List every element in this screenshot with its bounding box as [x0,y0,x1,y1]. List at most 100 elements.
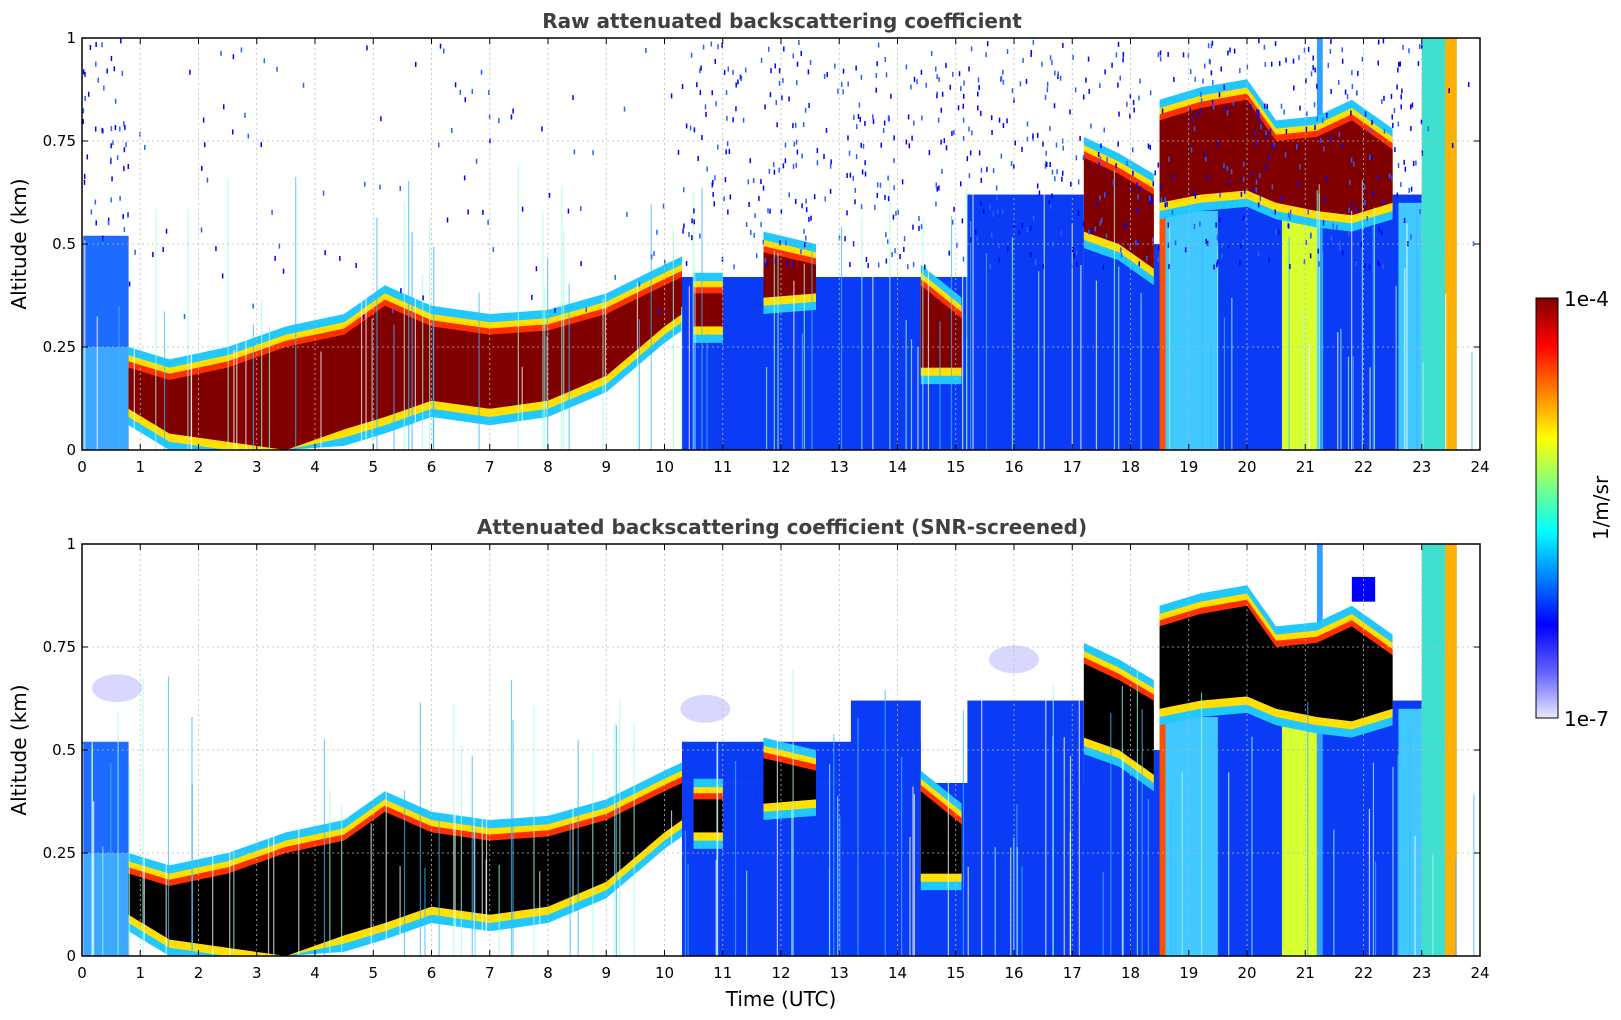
noise-speck [1356,90,1358,96]
noise-speck [1341,47,1344,53]
saturated-layer [693,293,723,327]
noise-speck [953,129,955,135]
noise-speck [1378,227,1380,233]
noise-speck [121,70,124,76]
noise-speck [968,66,970,72]
noise-speck [872,114,874,120]
noise-speck [1021,222,1024,228]
noise-speck [823,153,825,159]
noise-speck [764,257,767,263]
noise-speck [1312,65,1314,71]
noise-speck [1006,48,1009,54]
noise-speck [399,186,401,192]
noise-speck [1232,100,1235,106]
noise-speck [938,76,940,82]
noise-speck [1415,160,1417,166]
streak [422,273,424,450]
noise-speck [1219,217,1221,223]
noise-speck [658,308,660,314]
noise-speck [779,240,781,246]
noise-speck [804,107,807,113]
noise-speck [1085,77,1087,83]
noise-speck [769,92,772,98]
noise-speck [1026,136,1029,142]
noise-speck [732,69,734,75]
noise-speck [1212,79,1214,85]
noise-speck [1032,133,1034,139]
noise-speck [1299,164,1301,170]
noise-speck [1240,243,1242,249]
noise-speck [853,114,855,120]
streak [615,725,618,956]
noise-speck [220,50,222,56]
panel1-x-ticks: 0 1 2 3 4 5 6 7 8 9 10 11 12 13 14 15 16 17 18 19 20 21 22 23 24 [77,38,1490,476]
noise-speck [968,173,971,179]
noise-speck [572,95,574,101]
streak [1011,237,1014,450]
noise-speck [244,112,246,118]
streak [910,339,913,450]
noise-speck [852,175,855,181]
noise-speck [781,95,783,101]
noise-speck [1115,163,1117,169]
noise-speck [1371,119,1373,125]
noise-speck [87,91,90,97]
noise-speck [189,69,191,75]
noise-speck [858,102,861,108]
noise-speck [800,50,803,56]
streak [403,201,405,450]
streak [706,333,708,450]
saturated-layer [128,783,683,956]
noise-speck [901,179,904,185]
noise-speck [1054,176,1056,182]
streak [91,711,93,956]
noise-speck [778,80,781,86]
noise-speck [380,116,382,122]
streak [572,721,574,956]
noise-speck [974,229,977,235]
surface-layer-lower [82,347,129,450]
noise-speck [1378,262,1381,268]
noise-speck [1112,179,1115,185]
noise-speck [1336,224,1338,230]
noise-speck [976,236,979,242]
x-tick-label: 11 [713,458,732,476]
streak [803,263,805,450]
noise-speck [788,192,790,198]
noise-speck [1129,244,1132,250]
streak [972,177,974,450]
noise-speck [125,142,127,148]
noise-speck [911,135,913,141]
noise-speck [989,204,991,210]
noise-speck [1132,147,1134,153]
noise-speck [697,155,699,161]
noise-speck [114,125,117,131]
x-tick-label: 7 [485,964,495,982]
noise-speck [1149,90,1152,96]
noise-speck [1356,206,1359,212]
streak [1069,755,1072,956]
noise-speck [1216,141,1218,147]
streak [93,801,95,956]
streak [734,760,737,956]
noise-speck [918,225,920,231]
noise-speck [770,68,772,74]
noise-speck [1243,161,1245,167]
x-tick-label: 4 [310,964,320,982]
noise-speck [683,187,685,193]
streak [1432,854,1434,956]
noise-speck [1268,257,1270,263]
noise-speck [1307,46,1310,52]
streak [1409,724,1411,956]
noise-speck [1072,54,1074,60]
streak [833,734,835,956]
noise-speck [1399,61,1401,67]
streak [1168,222,1171,450]
noise-speck [1305,126,1308,132]
noise-speck [463,175,466,181]
noise-speck [847,135,849,141]
noise-speck [1316,116,1318,122]
streak [746,870,748,956]
x-tick-label: 3 [252,458,262,476]
noise-speck [1160,197,1163,203]
